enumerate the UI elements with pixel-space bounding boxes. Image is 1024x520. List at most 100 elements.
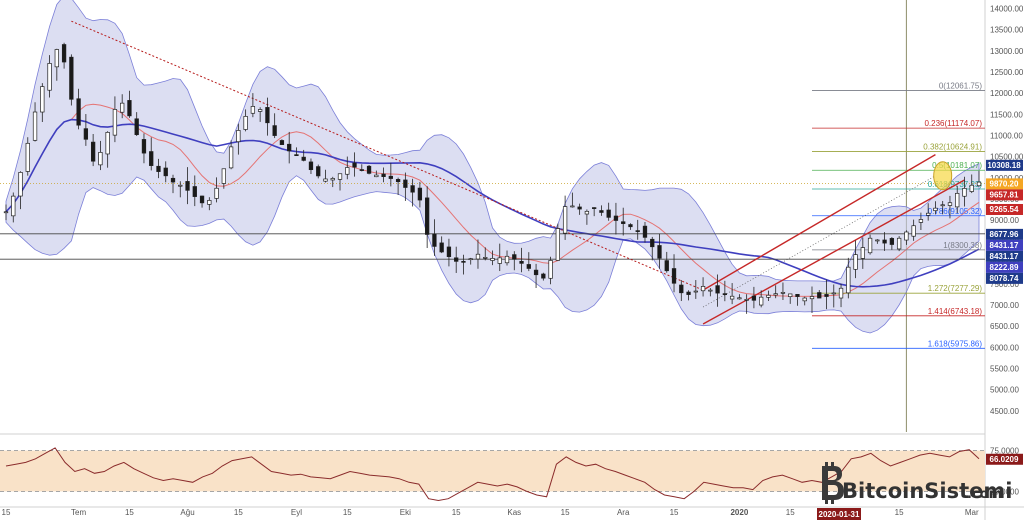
candle	[780, 282, 786, 301]
candle-down	[454, 257, 459, 262]
price-tag-label-6: 8431.17	[990, 252, 1019, 261]
candle-down	[795, 293, 800, 297]
candle	[526, 252, 531, 272]
price-axis[interactable]: 14000.00 13500.00 13000.00 12500.00 12000.00…	[986, 4, 1024, 416]
logo-wordmark: BitcoinSistemi	[842, 479, 1012, 503]
candle-up	[875, 239, 880, 242]
candle-up	[548, 260, 553, 279]
candle-down	[628, 224, 633, 228]
time-tick-label: Eki	[400, 508, 411, 517]
time-tick-label: 15	[895, 508, 904, 517]
candle-up	[853, 254, 858, 270]
candle-up	[105, 132, 110, 155]
candle-down	[287, 143, 292, 152]
rsi-pane[interactable]: 75.0000 30.0000 66.0209	[0, 447, 1023, 502]
candle-up	[846, 266, 851, 294]
candle-up	[962, 188, 967, 197]
candle-down	[541, 273, 546, 279]
candle	[388, 162, 393, 187]
candle-down	[163, 167, 168, 177]
candle	[679, 280, 684, 302]
candle	[105, 131, 110, 168]
candle-up	[374, 174, 379, 178]
candle	[475, 239, 481, 269]
cursor-date-tag: 2020-01-31	[817, 508, 861, 520]
candle-up	[497, 257, 502, 264]
candle	[947, 195, 953, 219]
candle-up	[468, 258, 473, 261]
candle	[889, 237, 895, 250]
candle	[751, 286, 757, 309]
candle	[279, 139, 285, 145]
candle	[257, 107, 263, 122]
candle	[613, 202, 619, 235]
candle	[149, 137, 154, 171]
candle-up	[345, 167, 350, 175]
candle	[788, 293, 793, 304]
candle-up	[838, 287, 844, 299]
candle	[207, 197, 212, 211]
candle	[199, 195, 205, 208]
candle-down	[381, 173, 386, 177]
candle-down	[889, 238, 895, 245]
candle-down	[751, 295, 757, 301]
candle	[483, 247, 488, 261]
candle-up	[504, 255, 510, 264]
candle-up	[483, 256, 488, 259]
candle-down	[388, 175, 393, 179]
candle	[860, 237, 865, 269]
candle-up	[700, 286, 706, 292]
candle-up	[976, 181, 982, 187]
candle	[918, 212, 924, 231]
candle	[737, 294, 742, 300]
candle	[446, 238, 452, 267]
time-tick-label: Tem	[71, 508, 86, 517]
candle-up	[693, 290, 698, 293]
candle	[904, 230, 909, 245]
candle	[700, 277, 706, 297]
price-tag-label-4: 8677.96	[990, 230, 1019, 239]
candle-up	[809, 296, 815, 300]
candle	[250, 93, 256, 118]
candle	[301, 149, 306, 162]
candle-up	[32, 111, 38, 141]
candle	[911, 219, 916, 241]
candle-up	[759, 296, 764, 306]
candle-down	[301, 156, 306, 161]
candle-up	[221, 168, 226, 184]
candle	[134, 112, 139, 136]
candle-up	[896, 237, 902, 250]
candle-up	[744, 298, 749, 301]
candle-down	[352, 162, 357, 168]
time-axis[interactable]: 15Tem15Ağu15Eyl15Eki15Kas15Ara15202015Şu…	[2, 508, 979, 517]
candle	[141, 133, 147, 164]
fib-label-2: 0.382(10624.91)	[923, 142, 982, 151]
candle-up	[228, 146, 234, 169]
candle-up	[112, 109, 118, 136]
svg-text:2020-01-31: 2020-01-31	[819, 510, 860, 519]
candle	[330, 176, 335, 188]
candle-up	[257, 109, 263, 112]
candle-up	[867, 237, 873, 254]
time-tick-label: 15	[2, 508, 11, 517]
candle-up	[11, 195, 16, 217]
candle	[599, 205, 604, 216]
candle-down	[824, 294, 829, 297]
candle	[838, 283, 844, 308]
moving-average-slow	[5, 118, 980, 288]
price-tick-label: 10500.00	[990, 153, 1024, 162]
candle-up	[243, 116, 248, 130]
candle-down	[61, 44, 67, 63]
price-tag-label-7: 8222.89	[990, 263, 1019, 272]
candle-up	[766, 294, 771, 298]
candle	[170, 174, 176, 194]
candle	[294, 147, 299, 156]
candle	[715, 274, 720, 307]
fib-label-0: 0(12061.75)	[939, 82, 982, 91]
candle	[185, 167, 190, 205]
candle-down	[127, 100, 132, 117]
time-tick-label: Ara	[617, 508, 630, 517]
candle	[163, 161, 168, 183]
